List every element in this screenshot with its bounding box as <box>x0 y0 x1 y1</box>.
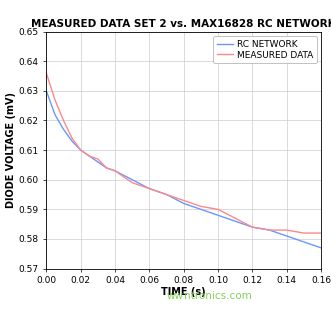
RC NETWORK <box>105 166 109 170</box>
Line: RC NETWORK: RC NETWORK <box>46 91 321 248</box>
MEASURED DATA <box>216 207 220 211</box>
MEASURED DATA <box>105 166 109 170</box>
MEASURED DATA <box>199 204 203 208</box>
MEASURED DATA <box>285 228 289 232</box>
RC NETWORK <box>70 139 74 143</box>
Line: MEASURED DATA: MEASURED DATA <box>46 73 321 233</box>
MEASURED DATA <box>79 148 83 152</box>
MEASURED DATA <box>165 193 168 197</box>
MEASURED DATA <box>70 136 74 140</box>
RC NETWORK <box>182 202 186 205</box>
Y-axis label: DIODE VOLTAGE (mV): DIODE VOLTAGE (mV) <box>6 92 16 208</box>
MEASURED DATA <box>113 169 117 173</box>
RC NETWORK <box>62 127 66 131</box>
MEASURED DATA <box>250 225 254 229</box>
RC NETWORK <box>319 246 323 250</box>
Title: MEASURED DATA SET 2 vs. MAX16828 RC NETWORK: MEASURED DATA SET 2 vs. MAX16828 RC NETW… <box>31 19 331 29</box>
MEASURED DATA <box>62 118 66 122</box>
RC NETWORK <box>302 240 306 244</box>
RC NETWORK <box>250 225 254 229</box>
RC NETWORK <box>199 207 203 211</box>
RC NETWORK <box>165 193 168 197</box>
MEASURED DATA <box>44 71 48 75</box>
MEASURED DATA <box>267 228 271 232</box>
RC NETWORK <box>267 228 271 232</box>
RC NETWORK <box>79 148 83 152</box>
MEASURED DATA <box>182 198 186 202</box>
Text: ww: ww <box>167 291 184 301</box>
RC NETWORK <box>44 89 48 93</box>
MEASURED DATA <box>87 154 91 158</box>
Text: ntronics.com: ntronics.com <box>184 291 252 301</box>
RC NETWORK <box>96 160 100 164</box>
RC NETWORK <box>130 178 134 182</box>
MEASURED DATA <box>53 98 57 102</box>
MEASURED DATA <box>319 231 323 235</box>
MEASURED DATA <box>96 157 100 161</box>
RC NETWORK <box>285 234 289 238</box>
RC NETWORK <box>233 219 237 223</box>
RC NETWORK <box>113 169 117 173</box>
RC NETWORK <box>53 112 57 116</box>
MEASURED DATA <box>302 231 306 235</box>
RC NETWORK <box>147 187 151 191</box>
MEASURED DATA <box>233 216 237 220</box>
X-axis label: TIME (s): TIME (s) <box>162 287 206 297</box>
Legend: RC NETWORK, MEASURED DATA: RC NETWORK, MEASURED DATA <box>213 36 316 63</box>
RC NETWORK <box>216 213 220 217</box>
MEASURED DATA <box>130 181 134 185</box>
MEASURED DATA <box>147 187 151 191</box>
RC NETWORK <box>87 154 91 158</box>
